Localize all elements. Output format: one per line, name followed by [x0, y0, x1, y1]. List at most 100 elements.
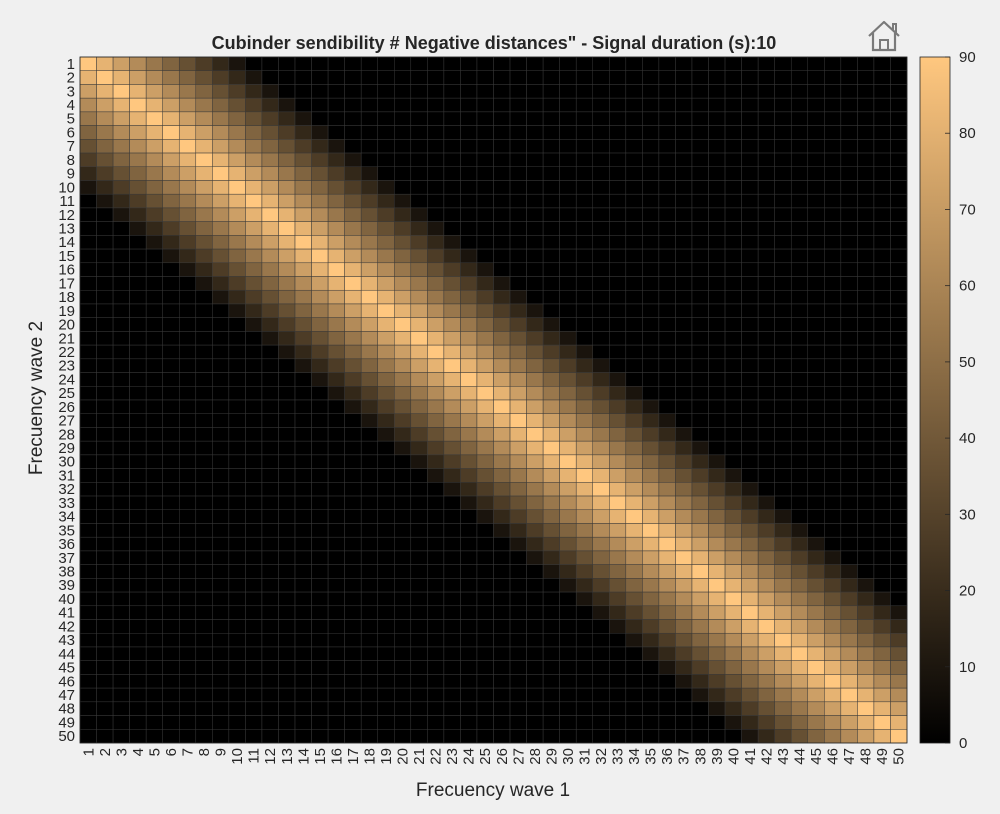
heatmap-cell [840, 440, 858, 456]
heatmap-cell [675, 550, 693, 565]
heatmap-cell [575, 427, 593, 442]
heatmap-cell [575, 729, 593, 744]
heatmap-cell [443, 674, 461, 689]
heatmap-cell [394, 454, 412, 469]
heatmap-cell [112, 221, 130, 236]
heatmap-cell [96, 605, 114, 620]
heatmap-cell [493, 207, 511, 222]
heatmap-cell [857, 454, 875, 469]
heatmap-cell [327, 193, 345, 209]
heatmap-cell [79, 619, 97, 634]
heatmap-cell [476, 221, 494, 236]
colorbar-tick-label: 50 [959, 354, 976, 371]
heatmap-cell [427, 440, 445, 456]
heatmap-cell [228, 399, 246, 414]
heatmap-cell [410, 235, 428, 250]
heatmap-cell [112, 495, 130, 511]
heatmap-cell [294, 660, 312, 675]
heatmap-cell [212, 289, 230, 305]
heatmap-cell [377, 221, 395, 236]
heatmap-cell [873, 235, 891, 250]
heatmap-cell [427, 454, 445, 469]
heatmap-cell [575, 413, 593, 428]
heatmap-cell [195, 632, 213, 648]
heatmap-cell [476, 701, 494, 716]
heatmap-cell [609, 56, 627, 71]
heatmap-cell [625, 701, 643, 716]
x-tick-label: 5 [146, 748, 163, 756]
heatmap-cell [807, 509, 825, 524]
heatmap-cell [890, 248, 908, 264]
heatmap-cell [228, 125, 246, 140]
heatmap-cell [609, 331, 627, 346]
heatmap-cell [526, 152, 544, 168]
heatmap-cell [96, 56, 114, 71]
heatmap-cell [592, 715, 610, 730]
heatmap-cell [327, 358, 345, 373]
heatmap-cell [460, 578, 478, 593]
heatmap-cell [212, 180, 230, 195]
heatmap-cell [427, 221, 445, 236]
heatmap-cell [592, 660, 610, 675]
heatmap-cell [642, 221, 660, 236]
heatmap-cell [178, 262, 197, 277]
heatmap-cell [790, 317, 809, 332]
heatmap-cell [112, 482, 130, 497]
heatmap-cell [642, 193, 660, 209]
heatmap-cell [443, 111, 461, 126]
heatmap-cell [129, 509, 147, 524]
heatmap-cell [625, 56, 643, 71]
heatmap-cell [757, 523, 775, 538]
heatmap-cell [559, 729, 577, 744]
heatmap-cell [311, 125, 329, 140]
heatmap-cell [129, 729, 147, 744]
heatmap-cell [675, 372, 693, 387]
heatmap-cell [394, 248, 412, 264]
heatmap-cell [195, 399, 213, 414]
heatmap-cell [592, 303, 610, 318]
heatmap-cell [807, 303, 825, 318]
heatmap-cell [228, 248, 246, 264]
x-tick-label: 31 [576, 748, 593, 765]
heatmap-cell [311, 152, 329, 168]
heatmap-cell [377, 495, 395, 511]
heatmap-cell [724, 536, 742, 552]
heatmap-cell [195, 139, 213, 154]
heatmap-cell [708, 729, 726, 744]
heatmap-cell [774, 193, 792, 209]
heatmap-cell [857, 632, 875, 648]
heatmap-cell [691, 372, 709, 387]
heatmap-cell [443, 660, 461, 675]
heatmap-cell [377, 729, 395, 744]
heatmap-cell [873, 358, 891, 373]
heatmap-cell [675, 536, 693, 552]
heatmap-cell [526, 125, 544, 140]
heatmap-cell [708, 440, 726, 456]
heatmap-cell [741, 235, 759, 250]
heatmap-cell [509, 605, 527, 620]
heatmap-cell [840, 166, 858, 181]
heatmap-cell [509, 56, 527, 71]
heatmap-cell [377, 303, 395, 318]
heatmap-cell [708, 372, 726, 387]
heatmap-cell [741, 715, 759, 730]
heatmap-cell [542, 193, 560, 209]
home-button[interactable] [864, 16, 904, 56]
heatmap-cell [493, 509, 511, 524]
heatmap-cell [145, 578, 163, 593]
heatmap-cell [145, 632, 163, 648]
heatmap-cell [96, 248, 114, 264]
heatmap-cell [790, 262, 809, 277]
heatmap-cell [691, 180, 709, 195]
heatmap-cell [642, 56, 660, 71]
heatmap-cell [245, 523, 263, 538]
heatmap-cell [575, 303, 593, 318]
x-tick-label: 30 [560, 748, 577, 765]
heatmap-cell [344, 276, 362, 291]
heatmap-cell [178, 564, 197, 579]
heatmap-cell [96, 591, 114, 607]
heatmap-cell [559, 111, 577, 126]
heatmap-cell [360, 193, 378, 209]
heatmap-cell [327, 550, 345, 565]
heatmap-cell [311, 413, 329, 428]
